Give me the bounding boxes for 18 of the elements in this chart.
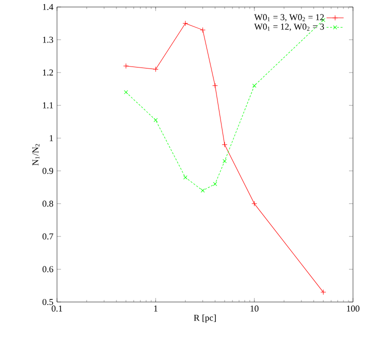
y-tick-label: 1.1: [43, 102, 53, 108]
y-tick-label: 1.2: [43, 70, 53, 76]
y-tick-label: 1.4: [43, 4, 54, 10]
x-tick-label: 100: [347, 306, 360, 312]
x-tick-label: 1: [154, 306, 158, 312]
y-axis-title: N$_{1}$/N$_{2}$: [32, 144, 40, 166]
legend-label: W0$_{1}$ = 12, W0$_{2}$ = 3: [254, 24, 324, 31]
legend-label: W0$_{1}$ = 3, W0$_{2}$ = 12: [254, 14, 324, 22]
y-tick-label: 0.8: [42, 200, 54, 207]
y-tick-label: 1: [50, 135, 53, 142]
y-tick-label: 0.7: [42, 233, 54, 240]
x-tick-label: 10: [250, 306, 258, 312]
x-axis-title: R [pc]: [194, 314, 216, 323]
y-tick-label: 1.3: [43, 36, 54, 43]
y-tick-label: 0.9: [42, 168, 54, 174]
x-tick-label: 0.1: [52, 306, 62, 312]
y-tick-label: 0.5: [42, 298, 54, 306]
y-tick-label: 0.6: [42, 266, 54, 272]
